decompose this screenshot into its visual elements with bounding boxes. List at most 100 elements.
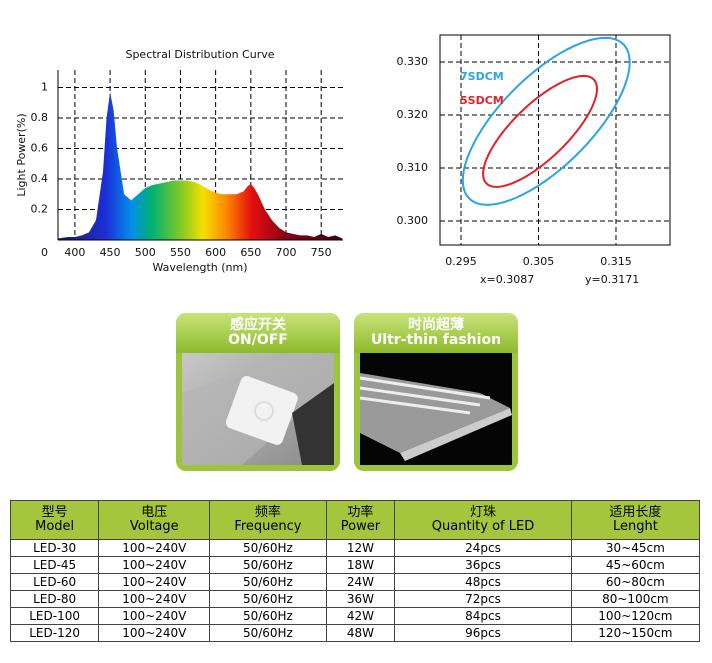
table-row: LED-45 100~240V 50/60Hz 18W 36pcs 45~60cm xyxy=(9,556,701,574)
x-tick-label: 0.295 xyxy=(445,255,477,268)
table-cell: 48W xyxy=(325,624,396,642)
table-row: LED-120 100~240V 50/60Hz 48W 96pcs 120~150cm xyxy=(9,624,701,642)
header-text: Lenght xyxy=(612,519,658,534)
table-cell: 30~45cm xyxy=(570,539,701,557)
column-header: 电压 Voltage xyxy=(98,500,211,540)
column-header: 适用长度 Lenght xyxy=(570,500,701,540)
spectrum-chart: Spectral Distribution Curve 0 0.2 0.4 0.6 0.8… xyxy=(15,48,343,274)
table-row: LED-80 100~240V 50/60Hz 36W 72pcs 80~100cm xyxy=(9,590,701,608)
x-tick-label: 500 xyxy=(135,246,156,259)
table-cell: 50/60Hz xyxy=(209,556,327,574)
column-header: 灯珠 Quantity of LED xyxy=(394,500,572,540)
feature-subtitle: Ultr-thin fashion xyxy=(370,332,502,348)
table-cell: 50/60Hz xyxy=(209,539,327,557)
table-cell: 48pcs xyxy=(394,573,572,591)
table-row: LED-100 100~240V 50/60Hz 42W 84pcs 100~120cm xyxy=(9,607,701,625)
plot-frame xyxy=(439,34,671,246)
table-cell: LED-60 xyxy=(9,573,100,591)
table-cell: 45~60cm xyxy=(570,556,701,574)
y-tick-label: 0 xyxy=(41,246,48,259)
y-tick-label: 0.320 xyxy=(397,108,429,121)
column-header: 频率 Frequency xyxy=(209,500,327,540)
table-row: LED-60 100~240V 50/60Hz 24W 48pcs 60~80cm xyxy=(9,573,701,591)
table-cell: LED-80 xyxy=(9,590,100,608)
table-cell: 72pcs xyxy=(394,590,572,608)
ellipse xyxy=(482,74,599,188)
feature-subtitle: ON/OFF xyxy=(228,332,288,348)
table-cell: 50/60Hz xyxy=(209,607,327,625)
table-cell: 120~150cm xyxy=(570,624,701,642)
table-cell: 24W xyxy=(325,573,396,591)
column-header: 型号 Model xyxy=(9,500,100,540)
table-cell: 84pcs xyxy=(394,607,572,625)
x-tick-label: 750 xyxy=(311,246,332,259)
annotation: x=0.3087 xyxy=(480,273,534,285)
header-text: 功率 xyxy=(347,505,374,520)
y-axis-label: Light Power(%) xyxy=(15,113,28,196)
x-tick-label: 600 xyxy=(205,246,226,259)
header-text: 电压 xyxy=(141,505,168,520)
y-tick-label: 1 xyxy=(41,81,48,94)
x-tick-label: 550 xyxy=(170,246,191,259)
legend-label: 5SDCM xyxy=(460,94,504,107)
y-tick-label: 0.310 xyxy=(397,161,429,174)
chart-title: Spectral Distribution Curve xyxy=(125,48,274,61)
header-text: 型号 xyxy=(41,505,68,520)
table-cell: 18W xyxy=(325,556,396,574)
spectrum-area xyxy=(58,92,343,240)
table-cell: LED-30 xyxy=(9,539,100,557)
table-cell: 80~100cm xyxy=(570,590,701,608)
x-tick-label: 0.315 xyxy=(600,255,632,268)
table-cell: 12W xyxy=(325,539,396,557)
x-tick-label: 650 xyxy=(240,246,261,259)
table-cell: 100~240V xyxy=(98,539,211,557)
legend-label: 7SDCM xyxy=(460,70,504,83)
header-text: Quantity of LED xyxy=(431,519,535,534)
header-text: 频率 xyxy=(254,505,281,520)
feature-title: 时尚超薄 xyxy=(408,317,464,333)
table-cell: 100~240V xyxy=(98,590,211,608)
table-cell: LED-45 xyxy=(9,556,100,574)
table-cell: 50/60Hz xyxy=(209,573,327,591)
table-cell: 100~240V xyxy=(98,573,211,591)
table-cell: 50/60Hz xyxy=(209,624,327,642)
feature-photo xyxy=(182,353,334,465)
chromaticity-chart: 0.300 0.310 0.320 0.330 0.295 0.305 0.315 7SDCM… xyxy=(397,34,671,285)
table-cell: 100~240V xyxy=(98,556,211,574)
table-cell: 100~240V xyxy=(98,624,211,642)
table-row: LED-30 100~240V 50/60Hz 12W 24pcs 30~45cm xyxy=(9,539,701,557)
table-cell: 100~120cm xyxy=(570,607,701,625)
x-tick-label: 400 xyxy=(64,246,85,259)
header-text: Power xyxy=(340,519,381,534)
feature-card: 时尚超薄 Ultr-thin fashion xyxy=(354,313,518,471)
feature-photo xyxy=(360,353,512,465)
table-cell: 42W xyxy=(325,607,396,625)
y-tick-label: 0.6 xyxy=(31,142,49,155)
header-text: Frequency xyxy=(234,519,302,534)
table-cell: 96pcs xyxy=(394,624,572,642)
y-tick-label: 0.4 xyxy=(31,172,49,185)
table-cell: 36W xyxy=(325,590,396,608)
table-cell: LED-100 xyxy=(9,607,100,625)
ellipse xyxy=(461,36,631,206)
table-cell: 100~240V xyxy=(98,607,211,625)
header-text: 灯珠 xyxy=(470,505,497,520)
x-axis-label: Wavelength (nm) xyxy=(152,261,247,274)
table-cell: 50/60Hz xyxy=(209,590,327,608)
y-tick-label: 0.300 xyxy=(397,214,429,227)
y-tick-label: 0.330 xyxy=(397,55,429,68)
feature-card: 感应开关 ON/OFF xyxy=(176,313,340,471)
y-tick-label: 0.8 xyxy=(31,111,49,124)
column-header: 功率 Power xyxy=(325,500,396,540)
header-text: Voltage xyxy=(129,519,179,534)
table-cell: 24pcs xyxy=(394,539,572,557)
table-cell: 36pcs xyxy=(394,556,572,574)
x-tick-label: 0.305 xyxy=(523,255,555,268)
header-text: 适用长度 xyxy=(609,505,662,520)
annotation: y=0.3171 xyxy=(585,273,639,285)
table-cell: 60~80cm xyxy=(570,573,701,591)
spec-table: 型号 Model 电压 Voltage 频率 Frequency 功率 Power 灯珠 Quan… xyxy=(9,500,701,642)
table-cell: LED-120 xyxy=(9,624,100,642)
header-text: Model xyxy=(35,519,75,534)
